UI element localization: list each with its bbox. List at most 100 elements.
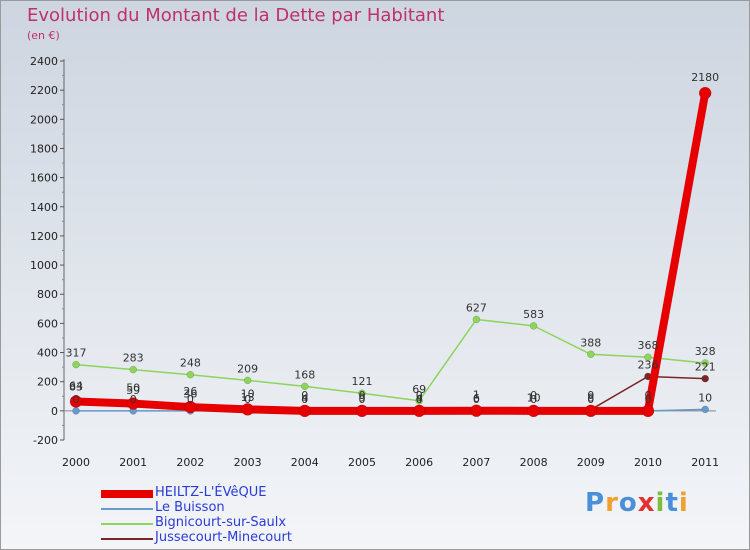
data-point-bignicourt-sur-saulx — [301, 382, 309, 391]
data-label-le-buisson: 0 — [187, 393, 194, 406]
data-label-le-buisson: 0 — [645, 393, 652, 406]
data-label-heiltz-l-v-que: 50 — [126, 382, 140, 395]
data-point-bignicourt-sur-saulx — [472, 315, 481, 324]
x-tick-label: 2009 — [577, 456, 605, 469]
legend-item: Bignicourt-sur-Saulx — [101, 515, 361, 531]
data-point-heiltz-l-v-que — [412, 404, 426, 418]
data-label-bignicourt-sur-saulx: 248 — [180, 357, 201, 370]
data-point-heiltz-l-v-que — [527, 404, 540, 418]
x-tick-label: 2002 — [176, 456, 204, 469]
data-label-heiltz-l-v-que: 64 — [69, 380, 83, 393]
legend-swatch — [101, 490, 153, 498]
data-label-le-buisson: 0 — [359, 393, 366, 406]
legend-item: Le Buisson — [101, 500, 361, 516]
data-point-bignicourt-sur-saulx — [129, 365, 137, 374]
data-label-le-buisson: 10 — [698, 391, 712, 404]
legend-swatch — [101, 523, 153, 525]
y-tick-label: 1000 — [30, 259, 58, 272]
data-point-jussecourt-minecourt — [701, 374, 709, 383]
legend-swatch — [101, 538, 153, 540]
data-label-jussecourt-minecourt: 9 — [359, 392, 366, 405]
series-line-heiltz-l-v-que — [72, 89, 710, 415]
chart-title: Evolution du Montant de la Dette par Hab… — [27, 5, 445, 26]
data-label-bignicourt-sur-saulx: 209 — [237, 362, 258, 375]
data-label-bignicourt-sur-saulx: 627 — [466, 301, 487, 314]
x-tick-label: 2006 — [405, 456, 433, 469]
data-label-heiltz-l-v-que: 0 — [301, 389, 308, 402]
logo-letter: i — [678, 488, 689, 518]
data-point-bignicourt-sur-saulx — [186, 370, 195, 379]
data-label-le-buisson: 0 — [301, 393, 308, 406]
x-tick-label: 2000 — [62, 456, 90, 469]
legend-item: HEILTZ-L'ÉVêQUE — [101, 485, 361, 501]
series-layer — [69, 86, 712, 418]
data-point-heiltz-l-v-que — [241, 403, 254, 416]
data-label-jussecourt-minecourt: 4 — [301, 392, 308, 405]
data-label-heiltz-l-v-que: 2180 — [691, 71, 719, 84]
data-point-bignicourt-sur-saulx — [587, 350, 595, 359]
legend-item: Jussecourt-Minecourt — [101, 530, 361, 546]
data-label-bignicourt-sur-saulx: 283 — [123, 352, 144, 365]
data-label-bignicourt-sur-saulx: 69 — [412, 383, 426, 396]
data-label-heiltz-l-v-que: 0 — [359, 389, 366, 402]
logo-letter: i — [655, 488, 666, 518]
data-point-heiltz-l-v-que — [355, 404, 369, 418]
data-label-jussecourt-minecourt: 10 — [527, 391, 541, 404]
legend-label: HEILTZ-L'ÉVêQUE — [155, 485, 267, 500]
logo-letter: P — [585, 488, 606, 518]
data-point-heiltz-l-v-que — [69, 395, 83, 408]
data-point-heiltz-l-v-que — [470, 404, 483, 417]
data-point-bignicourt-sur-saulx — [644, 353, 652, 361]
data-label-bignicourt-sur-saulx: 583 — [523, 308, 544, 321]
data-label-le-buisson: 0 — [416, 393, 423, 406]
x-tick-label: 2001 — [119, 456, 147, 469]
data-label-jussecourt-minecourt: 6 — [473, 392, 480, 405]
y-tick-label: 0 — [51, 405, 58, 418]
y-tick-label: 2200 — [30, 84, 58, 97]
data-label-le-buisson: 0 — [587, 393, 594, 406]
chart-unit-label: (en €) — [27, 29, 60, 42]
data-label-le-buisson: 0 — [73, 393, 80, 406]
data-label-jussecourt-minecourt: 59 — [126, 384, 140, 397]
data-point-le-buisson — [701, 405, 709, 414]
data-label-le-buisson: 0 — [244, 393, 251, 406]
y-tick-label: 1200 — [30, 230, 58, 243]
data-label-le-buisson: 0 — [530, 393, 537, 406]
data-label-jussecourt-minecourt: 236 — [638, 358, 659, 371]
x-tick-label: 2008 — [520, 456, 548, 469]
data-label-heiltz-l-v-que: 0 — [530, 389, 537, 402]
series-line-bignicourt-sur-saulx — [75, 318, 706, 402]
x-tick-label: 2011 — [691, 456, 719, 469]
data-label-bignicourt-sur-saulx: 168 — [294, 368, 315, 381]
legend: HEILTZ-L'ÉVêQUE Le Buisson Bignicourt-sur-… — [101, 485, 361, 546]
x-tick-label: 2007 — [462, 456, 490, 469]
data-point-heiltz-l-v-que — [698, 86, 712, 100]
data-label-le-buisson: 0 — [473, 393, 480, 406]
data-point-bignicourt-sur-saulx — [358, 389, 366, 397]
data-label-jussecourt-minecourt: 83 — [69, 381, 83, 394]
y-tick-label: 800 — [37, 288, 58, 301]
data-point-bignicourt-sur-saulx — [243, 376, 252, 385]
data-point-heiltz-l-v-que — [184, 400, 197, 414]
legend-label: Le Buisson — [155, 500, 225, 515]
data-label-jussecourt-minecourt: 36 — [183, 388, 197, 401]
y-tick-label: 2400 — [30, 55, 58, 68]
y-tick-label: -200 — [33, 434, 58, 447]
y-tick-label: 1600 — [30, 172, 58, 185]
y-tick-label: 400 — [37, 347, 58, 360]
x-tick-label: 2005 — [348, 456, 376, 469]
y-tick-label: 2000 — [30, 113, 58, 126]
legend-label: Bignicourt-sur-Saulx — [155, 515, 287, 530]
legend-swatch — [101, 508, 153, 510]
data-label-bignicourt-sur-saulx: 388 — [580, 336, 601, 349]
data-label-bignicourt-sur-saulx: 121 — [352, 375, 373, 388]
legend-label: Jussecourt-Minecourt — [155, 530, 292, 545]
data-label-le-buisson: 0 — [130, 393, 137, 406]
data-point-heiltz-l-v-que — [641, 404, 655, 418]
logo-letter: x — [637, 488, 656, 518]
data-label-heiltz-l-v-que: 26 — [183, 385, 197, 398]
data-point-heiltz-l-v-que — [126, 397, 140, 410]
